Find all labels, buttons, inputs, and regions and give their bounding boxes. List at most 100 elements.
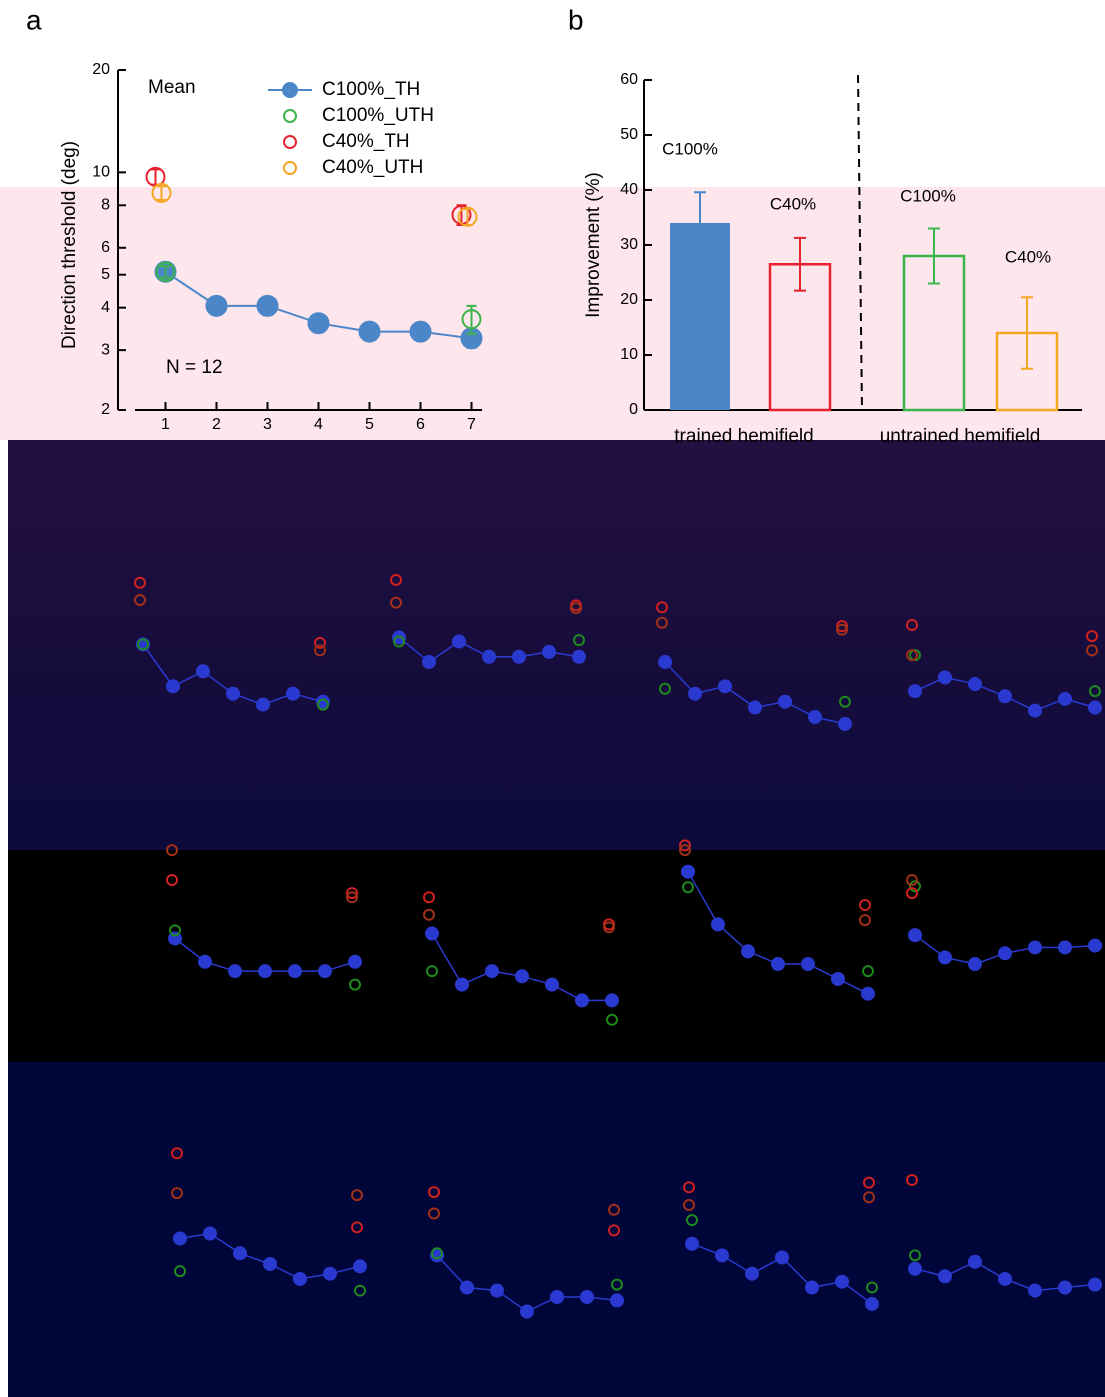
data-point	[551, 1291, 563, 1303]
data-point	[909, 685, 921, 697]
data-point	[426, 928, 438, 940]
panel-label: a	[26, 4, 42, 35]
data-point	[546, 979, 558, 991]
data-point	[659, 656, 671, 668]
y-tick-label: 10	[620, 346, 638, 363]
data-point	[999, 690, 1011, 702]
y-tick-label: 50	[620, 126, 638, 143]
data-point	[1059, 693, 1071, 705]
data-point	[1059, 1282, 1071, 1294]
x-tick-label: 6	[416, 416, 425, 433]
data-point	[543, 646, 555, 658]
legend-marker	[283, 83, 297, 97]
data-point	[197, 665, 209, 677]
x-tick-label: 5	[365, 416, 374, 433]
data-point	[486, 965, 498, 977]
group-label: trained hemifield	[674, 426, 813, 447]
data-point	[999, 947, 1011, 959]
data-point	[491, 1285, 503, 1297]
data-point	[1029, 705, 1041, 717]
data-point	[611, 1294, 623, 1306]
data-point	[719, 680, 731, 692]
data-point	[839, 718, 851, 730]
page: a23456810201234567Direction threshold (d…	[0, 0, 1105, 1397]
data-point	[809, 711, 821, 723]
data-point	[576, 994, 588, 1006]
annotation: Mean	[148, 77, 196, 98]
legend-label: C100%_TH	[322, 79, 420, 100]
y-tick-label: 5	[101, 266, 110, 283]
data-point	[207, 296, 227, 316]
band-navy	[8, 1062, 1105, 1397]
data-point	[259, 965, 271, 977]
data-point	[969, 958, 981, 970]
data-point	[776, 1251, 788, 1263]
legend-label: C40%_UTH	[322, 157, 423, 178]
data-point	[689, 688, 701, 700]
data-point	[772, 958, 784, 970]
data-point	[360, 322, 380, 342]
y-tick-label: 0	[629, 401, 638, 418]
legend-label: C40%_TH	[322, 131, 410, 152]
data-point	[862, 988, 874, 1000]
data-point	[969, 1256, 981, 1268]
legend-marker	[284, 136, 296, 148]
x-tick-label: 3	[263, 416, 272, 433]
data-point	[257, 699, 269, 711]
data-point	[682, 866, 694, 878]
data-point	[294, 1273, 306, 1285]
data-point	[483, 651, 495, 663]
y-tick-label: 10	[92, 164, 110, 181]
data-point	[836, 1276, 848, 1288]
data-point	[746, 1268, 758, 1280]
error-bar	[151, 169, 161, 184]
data-point	[453, 636, 465, 648]
data-point	[258, 296, 278, 316]
annotation: N = 12	[166, 357, 223, 378]
data-point	[521, 1306, 533, 1318]
data-point	[802, 958, 814, 970]
bar-label: C100%	[900, 186, 956, 205]
data-point	[999, 1273, 1011, 1285]
x-tick-label: 7	[467, 416, 476, 433]
data-point	[167, 680, 179, 692]
data-point	[229, 965, 241, 977]
y-tick-label: 40	[620, 181, 638, 198]
panel-label: b	[568, 4, 584, 35]
y-tick-label: 20	[620, 291, 638, 308]
y-tick-label: 30	[620, 236, 638, 253]
data-point	[742, 945, 754, 957]
data-point	[866, 1298, 878, 1310]
data-point	[324, 1268, 336, 1280]
group-label: untrained hemifield	[880, 426, 1041, 447]
y-tick-label: 6	[101, 239, 110, 256]
data-point	[581, 1291, 593, 1303]
band-purple	[8, 440, 1105, 850]
y-tick-label: 20	[92, 61, 110, 78]
data-point	[606, 994, 618, 1006]
y-tick-label: 8	[101, 197, 110, 214]
data-point	[349, 956, 361, 968]
data-point	[749, 702, 761, 714]
legend-marker	[284, 110, 296, 122]
legend-label: C100%_UTH	[322, 105, 434, 126]
data-point	[806, 1282, 818, 1294]
data-point	[909, 929, 921, 941]
data-point	[204, 1228, 216, 1240]
data-point	[309, 313, 329, 333]
data-point	[779, 696, 791, 708]
x-tick-label: 2	[212, 416, 221, 433]
data-point	[832, 973, 844, 985]
data-point	[1089, 940, 1101, 952]
y-axis-label: Improvement (%)	[583, 172, 604, 318]
data-point	[456, 979, 468, 991]
y-tick-label: 4	[101, 299, 110, 316]
data-point	[461, 1282, 473, 1294]
y-axis-label: Direction threshold (deg)	[59, 141, 80, 349]
data-point	[712, 918, 724, 930]
data-point	[686, 1238, 698, 1250]
y-tick-label: 60	[620, 71, 638, 88]
data-point	[199, 956, 211, 968]
data-point	[716, 1249, 728, 1261]
data-point	[939, 1270, 951, 1282]
